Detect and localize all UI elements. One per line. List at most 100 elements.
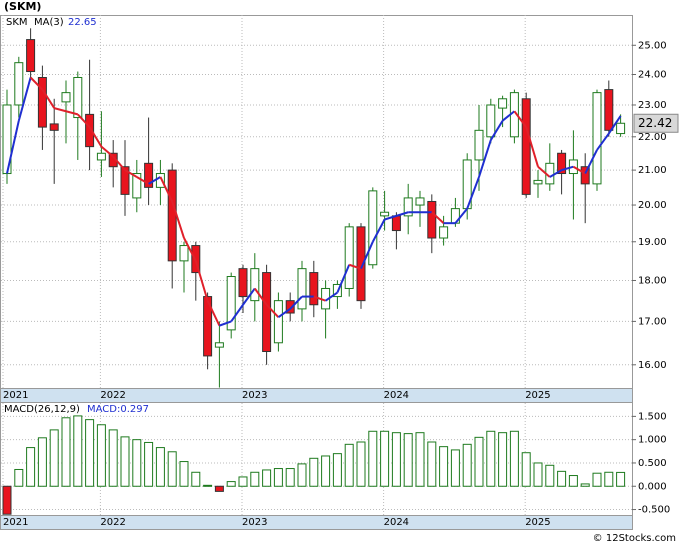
x-tick-label: 2024	[384, 517, 409, 528]
macd-bar	[403, 433, 413, 487]
candle-body	[61, 92, 71, 103]
macd-bar	[120, 436, 130, 487]
macd-bar	[250, 471, 260, 487]
legend-macd-value: MACD:0.297	[87, 404, 149, 415]
macd-bar	[49, 429, 59, 487]
ma-segment	[88, 126, 103, 148]
ma-segment	[513, 110, 528, 128]
candle-body	[214, 342, 224, 348]
macd-bar	[309, 457, 319, 487]
candle-body	[604, 89, 614, 131]
macd-bar	[273, 468, 283, 487]
ma-segment	[183, 237, 197, 262]
y-tick-label: 16.00	[638, 360, 667, 371]
candle-body	[273, 300, 283, 344]
macd-bar	[321, 455, 331, 487]
candle-body	[262, 272, 272, 353]
macd-bar	[592, 472, 602, 487]
candle-body	[439, 226, 449, 239]
candle-body	[144, 162, 154, 188]
legend-ma-value: 22.65	[68, 17, 97, 28]
ma-segment	[478, 139, 492, 178]
ma-segment	[371, 219, 386, 243]
y-tick-label: 25.00	[638, 40, 667, 51]
ma-segment	[230, 304, 244, 322]
macd-bar	[545, 464, 555, 487]
ma-segment	[584, 149, 598, 174]
macd-bar	[486, 430, 496, 487]
candle-body	[368, 190, 378, 266]
candle-body	[285, 300, 295, 314]
ma-segment	[525, 126, 539, 167]
macd-bar	[73, 415, 83, 487]
x-tick-label: 2023	[242, 390, 267, 401]
ma-segment	[489, 120, 504, 141]
macd-bar	[427, 441, 437, 487]
ma-segment	[360, 241, 374, 270]
macd-bar	[26, 447, 36, 487]
ma-segment	[100, 145, 114, 158]
macd-bar	[2, 485, 12, 515]
y-tick-label: 22.00	[638, 132, 667, 143]
macd-bar	[474, 436, 484, 487]
x-axis-band	[0, 515, 633, 530]
ma-segment	[289, 295, 303, 310]
candle-body	[96, 152, 106, 161]
macd-bar	[191, 471, 201, 487]
macd-bar	[415, 432, 425, 487]
ma-segment	[384, 214, 397, 221]
x-tick-label: 2022	[100, 390, 125, 401]
last-price-label: 22.42	[638, 116, 672, 130]
ma-segment	[596, 132, 610, 151]
candle-body	[85, 113, 95, 148]
macd-bar	[132, 439, 142, 487]
y-tick-label: 18.00	[638, 275, 667, 286]
macd-bar	[380, 430, 390, 487]
y-tick-label: 19.00	[638, 237, 667, 248]
macd-bar	[462, 443, 472, 487]
macd-bar	[61, 417, 71, 487]
macd-bar	[521, 452, 531, 487]
ma-segment	[53, 107, 67, 113]
candle-body	[167, 169, 177, 262]
ma-segment	[194, 260, 209, 301]
macd-bar	[509, 430, 519, 487]
ma-segment	[325, 291, 338, 302]
ma-segment	[277, 308, 291, 319]
legend-series: SKM	[6, 17, 28, 28]
macd-bar	[356, 441, 366, 487]
y-tick-label: 17.00	[638, 316, 667, 327]
candle-body	[73, 76, 83, 119]
candle-body	[474, 129, 484, 161]
ma-segment	[561, 165, 574, 172]
ma-segment	[148, 176, 161, 185]
ma-segment	[549, 169, 563, 178]
macd-bar	[203, 484, 213, 487]
macd-bar	[214, 485, 224, 492]
candle-body	[580, 166, 590, 185]
candle-body	[226, 276, 236, 331]
ma-segment	[29, 76, 44, 91]
candle-body	[309, 272, 319, 306]
legend-macd: MACD(26,12,9)	[4, 404, 80, 415]
ma-segment	[537, 165, 551, 178]
candle-body	[132, 173, 142, 199]
grid	[1, 15, 632, 515]
macd-bar	[391, 432, 401, 487]
price-panel	[0, 15, 633, 389]
ma-segment	[65, 110, 79, 116]
ma-segment	[454, 208, 468, 224]
candle-body	[49, 123, 59, 131]
ma-segment	[336, 264, 351, 293]
macd-bar	[14, 468, 24, 487]
ma-segment	[219, 320, 232, 327]
candle-body	[344, 226, 354, 289]
ma-segment	[77, 113, 91, 128]
x-tick-label: 2022	[100, 517, 125, 528]
macd-bar	[568, 475, 578, 487]
macd-bar	[297, 463, 307, 487]
y-tick-label: 21.00	[638, 165, 667, 176]
candle-body	[521, 98, 531, 195]
ma-segment	[112, 155, 126, 171]
macd-bar	[285, 468, 295, 487]
